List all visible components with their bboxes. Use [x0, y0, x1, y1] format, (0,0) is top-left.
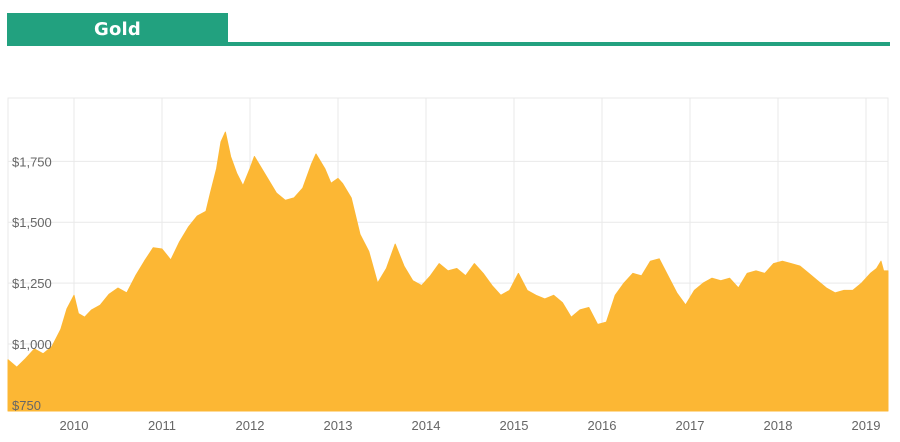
y-axis-ticks: $750 $1,000 $1,250 $1,500 $1,750 — [12, 154, 52, 413]
x-tick-label: 2017 — [676, 418, 705, 433]
y-tick-label: $1,500 — [12, 215, 52, 230]
y-tick-label: $750 — [12, 398, 41, 413]
x-tick-label: 2014 — [412, 418, 441, 433]
tab-gold[interactable]: Gold — [7, 13, 228, 46]
y-tick-label: $1,000 — [12, 337, 52, 352]
x-axis-ticks: 2010 2011 2012 2013 2014 2015 2016 2017 2018 2019 — [60, 418, 881, 433]
y-tick-label: $1,750 — [12, 154, 52, 169]
tab-bar: Gold — [7, 13, 890, 48]
tab-underline — [7, 42, 890, 46]
x-tick-label: 2016 — [588, 418, 617, 433]
x-tick-label: 2011 — [148, 418, 176, 433]
gold-price-chart: $750$1,000$1,250$1,500$1,750 2010 2011 201… — [7, 97, 889, 433]
x-tick-label: 2015 — [500, 418, 529, 433]
plot-area — [7, 131, 889, 412]
gold-price-area — [7, 131, 889, 412]
x-tick-label: 2010 — [60, 418, 89, 433]
chart-area: $750 $1,000 $1,250 $1,500 $1,750 2010 2011 201… — [0, 90, 900, 437]
x-tick-label: 2013 — [324, 418, 353, 433]
x-tick-label: 2012 — [236, 418, 265, 433]
y-tick-label: $1,250 — [12, 276, 52, 291]
x-tick-label: 2019 — [852, 418, 881, 433]
x-tick-label: 2018 — [764, 418, 793, 433]
